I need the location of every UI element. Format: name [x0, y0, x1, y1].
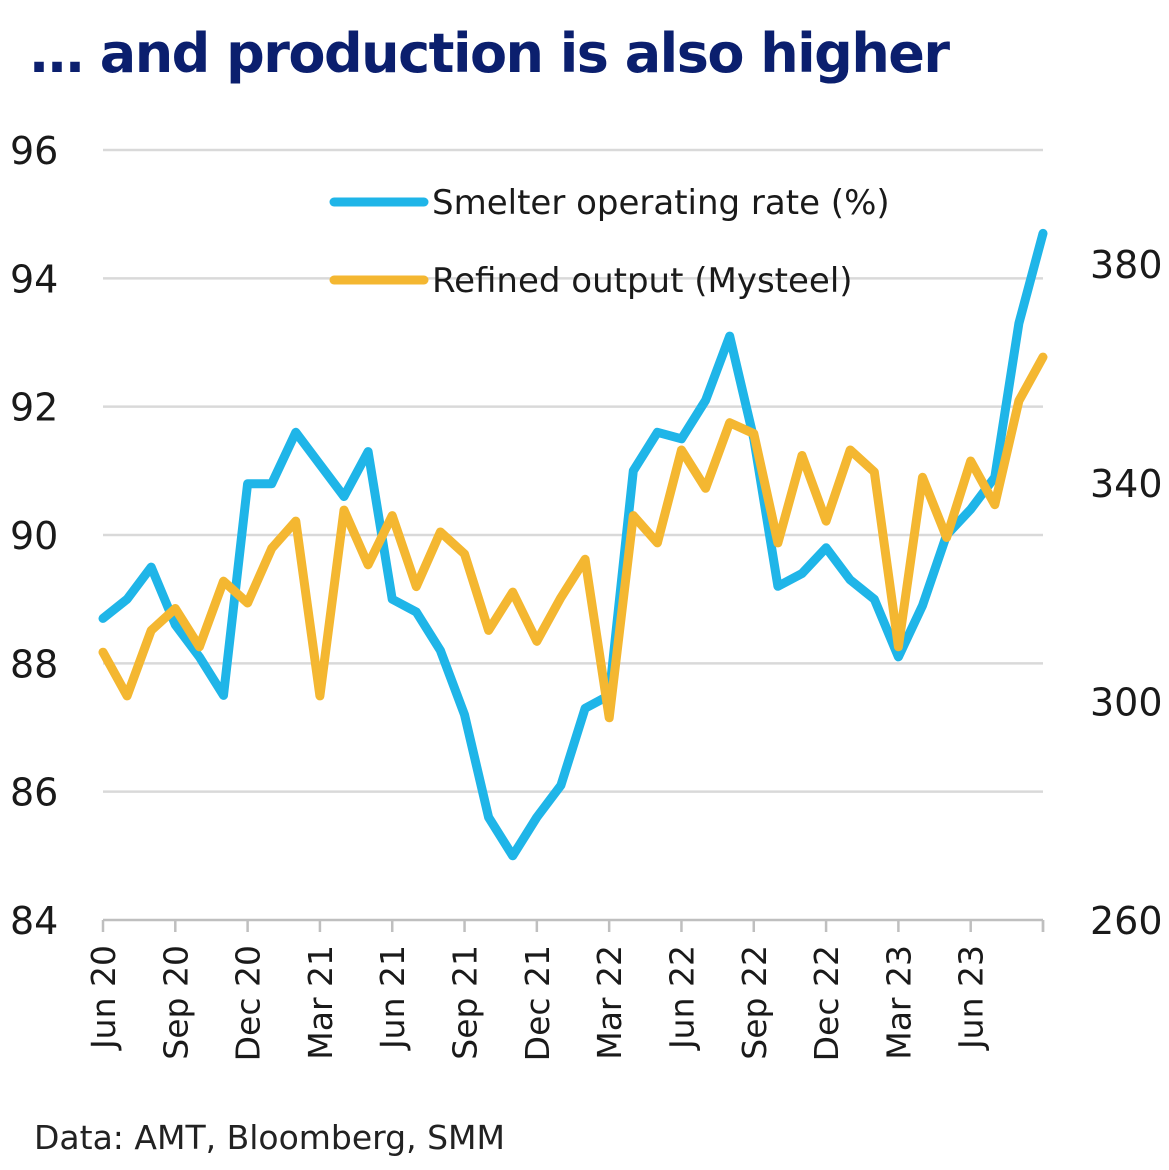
legend-label-0: Smelter operating rate (%) [432, 183, 890, 223]
y-right-tick-340: 340 [1090, 462, 1163, 506]
y-left-tick-96: 96 [10, 129, 58, 173]
x-tick-label-4: Jun 21 [373, 945, 412, 1051]
chart-title: … and production is also higher [30, 22, 950, 85]
y-left-tick-86: 86 [10, 771, 58, 815]
legend-label-1: Refined output (Mysteel) [432, 261, 853, 301]
y-left-tick-94: 94 [10, 257, 58, 301]
source-note: Data: AMT, Bloomberg, SMM [34, 1118, 505, 1157]
x-tick-label-0: Jun 20 [84, 945, 123, 1051]
y-right-tick-260: 260 [1090, 899, 1163, 943]
series-line-1 [98, 352, 1048, 723]
y-left-tick-88: 88 [10, 642, 58, 686]
x-tick-label-5: Sep 21 [446, 945, 485, 1060]
x-tick-label-6: Dec 21 [518, 945, 557, 1061]
x-tick-label-3: Mar 21 [301, 945, 340, 1060]
x-tick-label-2: Dec 20 [229, 945, 268, 1061]
x-tick-label-1: Sep 20 [156, 945, 195, 1060]
x-tick-label-8: Jun 22 [662, 945, 701, 1051]
y-left-tick-84: 84 [10, 899, 58, 943]
x-tick-label-7: Mar 22 [590, 945, 629, 1060]
y-left-tick-90: 90 [10, 514, 58, 558]
y-left-tick-92: 92 [10, 386, 58, 430]
x-tick-label-9: Sep 22 [735, 945, 774, 1060]
series-line-0 [98, 228, 1048, 861]
x-tick-label-12: Jun 23 [952, 945, 991, 1051]
x-tick-label-11: Mar 23 [879, 945, 918, 1060]
x-tick-label-10: Dec 22 [807, 945, 846, 1061]
y-right-tick-380: 380 [1090, 243, 1163, 287]
y-right-tick-300: 300 [1090, 680, 1163, 724]
